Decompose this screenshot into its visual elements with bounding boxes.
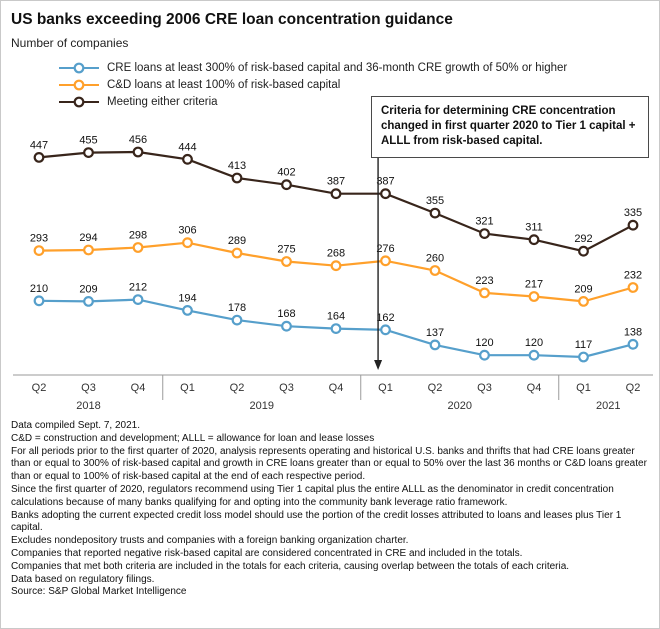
svg-text:2018: 2018 — [76, 400, 100, 412]
source-line: Source: S&P Global Market Intelligence — [11, 586, 187, 598]
svg-text:217: 217 — [525, 279, 543, 291]
annotation-box: Criteria for determining CRE concentrati… — [371, 96, 649, 158]
svg-text:2019: 2019 — [250, 400, 274, 412]
svg-text:194: 194 — [178, 292, 196, 304]
footnotes: Data compiled Sept. 7, 2021. C&D = constr… — [11, 420, 651, 599]
svg-text:178: 178 — [228, 302, 246, 314]
svg-text:209: 209 — [79, 283, 97, 295]
svg-text:212: 212 — [129, 282, 147, 294]
svg-text:Q4: Q4 — [527, 382, 542, 394]
legend-marker-icon — [59, 62, 99, 74]
svg-text:Q2: Q2 — [428, 382, 443, 394]
svg-text:Q2: Q2 — [230, 382, 245, 394]
svg-text:209: 209 — [574, 283, 592, 295]
svg-text:260: 260 — [426, 253, 444, 265]
legend: CRE loans at least 300% of risk-based ca… — [59, 62, 651, 108]
svg-text:138: 138 — [624, 326, 642, 338]
svg-text:Q4: Q4 — [131, 382, 146, 394]
footnote-line: C&D = construction and development; ALLL… — [11, 432, 375, 444]
svg-text:162: 162 — [376, 312, 394, 324]
svg-text:268: 268 — [327, 248, 345, 260]
legend-label: CRE loans at least 300% of risk-based ca… — [107, 62, 568, 74]
annotation-text: Criteria for determining CRE concentrati… — [381, 105, 636, 148]
svg-text:276: 276 — [376, 243, 394, 255]
svg-text:306: 306 — [178, 225, 196, 237]
footnote-line: Since the first quarter of 2020, regulat… — [11, 483, 614, 508]
svg-text:223: 223 — [475, 275, 493, 287]
svg-text:275: 275 — [277, 244, 295, 256]
svg-text:456: 456 — [129, 134, 147, 146]
svg-text:311: 311 — [525, 222, 543, 234]
svg-text:Q2: Q2 — [32, 382, 47, 394]
legend-item: Meeting either criteria — [59, 96, 651, 108]
footnote-line: Banks adopting the current expected cred… — [11, 509, 622, 534]
page-title: US banks exceeding 2006 CRE loan concent… — [11, 11, 453, 28]
svg-text:298: 298 — [129, 230, 147, 242]
svg-text:120: 120 — [525, 337, 543, 349]
legend-item: C&D loans at least 100% of risk-based ca… — [59, 79, 651, 91]
svg-text:Q1: Q1 — [576, 382, 591, 394]
svg-text:232: 232 — [624, 270, 642, 282]
svg-text:444: 444 — [178, 141, 196, 153]
svg-text:210: 210 — [30, 283, 48, 295]
legend-label: C&D loans at least 100% of risk-based ca… — [107, 79, 341, 91]
footnote-line: Data compiled Sept. 7, 2021. — [11, 420, 140, 431]
svg-text:447: 447 — [30, 139, 48, 151]
svg-text:117: 117 — [575, 339, 593, 351]
svg-text:387: 387 — [327, 176, 345, 188]
svg-text:455: 455 — [79, 135, 97, 147]
svg-text:321: 321 — [475, 216, 493, 228]
svg-text:293: 293 — [30, 233, 48, 245]
svg-text:292: 292 — [574, 233, 592, 245]
svg-text:2020: 2020 — [448, 400, 472, 412]
footnote-line: Companies that reported negative risk-ba… — [11, 547, 523, 559]
legend-marker-icon — [59, 96, 99, 108]
chart-subtitle: Number of companies — [11, 36, 129, 50]
legend-label: Meeting either criteria — [107, 96, 218, 108]
svg-text:Q4: Q4 — [329, 382, 344, 394]
legend-item: CRE loans at least 300% of risk-based ca… — [59, 62, 651, 74]
svg-text:Q2: Q2 — [626, 382, 641, 394]
svg-text:Q1: Q1 — [180, 382, 195, 394]
svg-text:294: 294 — [79, 232, 97, 244]
footnote-line: For all periods prior to the first quart… — [11, 445, 647, 483]
cre-line-chart: Q2 Q3 Q4 Q1 Q2 Q3 Q4 Q1 Q2 Q3 Q4 Q1 Q2 2018 2019 2020 20… — [13, 134, 653, 412]
legend-marker-icon — [59, 79, 99, 91]
svg-text:120: 120 — [475, 337, 493, 349]
svg-text:289: 289 — [228, 235, 246, 247]
footnote-line: Data based on regulatory filings. — [11, 573, 155, 585]
chart-area: Q2 Q3 Q4 Q1 Q2 Q3 Q4 Q1 Q2 Q3 Q4 Q1 Q2 2018 2019 2020 20… — [11, 96, 655, 412]
svg-text:355: 355 — [426, 195, 444, 207]
svg-text:402: 402 — [277, 167, 295, 179]
svg-text:Q3: Q3 — [477, 382, 492, 394]
footnote-line: Excludes nondepository trusts and compan… — [11, 535, 409, 547]
svg-text:164: 164 — [327, 311, 345, 323]
svg-text:137: 137 — [426, 327, 444, 339]
svg-text:335: 335 — [624, 207, 642, 219]
svg-text:387: 387 — [376, 176, 394, 188]
svg-text:Q3: Q3 — [279, 382, 294, 394]
svg-text:Q3: Q3 — [81, 382, 96, 394]
svg-text:413: 413 — [228, 160, 246, 172]
footnote-line: Companies that met both criteria are inc… — [11, 560, 570, 572]
svg-text:Q1: Q1 — [378, 382, 393, 394]
svg-text:2021: 2021 — [596, 400, 620, 412]
svg-text:168: 168 — [277, 308, 295, 320]
